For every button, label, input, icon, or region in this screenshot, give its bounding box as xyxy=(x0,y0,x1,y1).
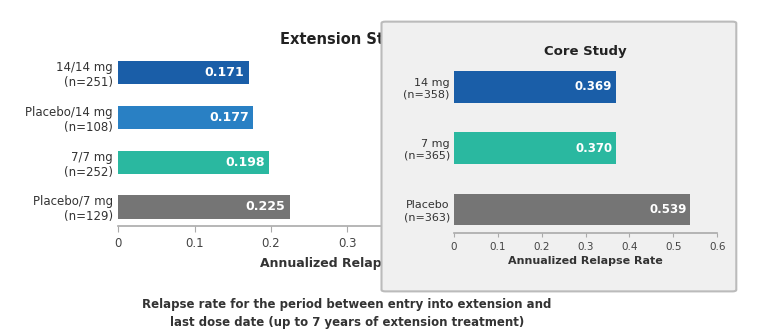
Bar xyxy=(454,132,617,164)
Text: 0.198: 0.198 xyxy=(225,156,265,169)
Text: 0.177: 0.177 xyxy=(209,111,249,124)
Bar xyxy=(454,193,691,225)
Text: last dose date (up to 7 years of extension treatment): last dose date (up to 7 years of extensi… xyxy=(170,316,524,329)
Text: 0.539: 0.539 xyxy=(649,203,687,216)
Text: Relapse rate for the period between entry into extension and: Relapse rate for the period between entr… xyxy=(143,298,552,311)
Bar xyxy=(118,61,249,84)
Bar xyxy=(118,151,269,174)
Text: 0.369: 0.369 xyxy=(575,80,613,94)
X-axis label: Annualized Relapse Rate: Annualized Relapse Rate xyxy=(260,257,434,270)
X-axis label: Annualized Relapse Rate: Annualized Relapse Rate xyxy=(508,256,663,266)
Text: 0.171: 0.171 xyxy=(204,66,244,79)
Bar xyxy=(454,71,616,103)
Title: Core Study: Core Study xyxy=(544,45,627,58)
Bar xyxy=(118,195,290,218)
Title: Extension Study: Extension Study xyxy=(280,32,414,47)
Text: 0.225: 0.225 xyxy=(246,200,285,213)
Bar xyxy=(118,106,253,129)
Text: 0.370: 0.370 xyxy=(575,142,613,155)
